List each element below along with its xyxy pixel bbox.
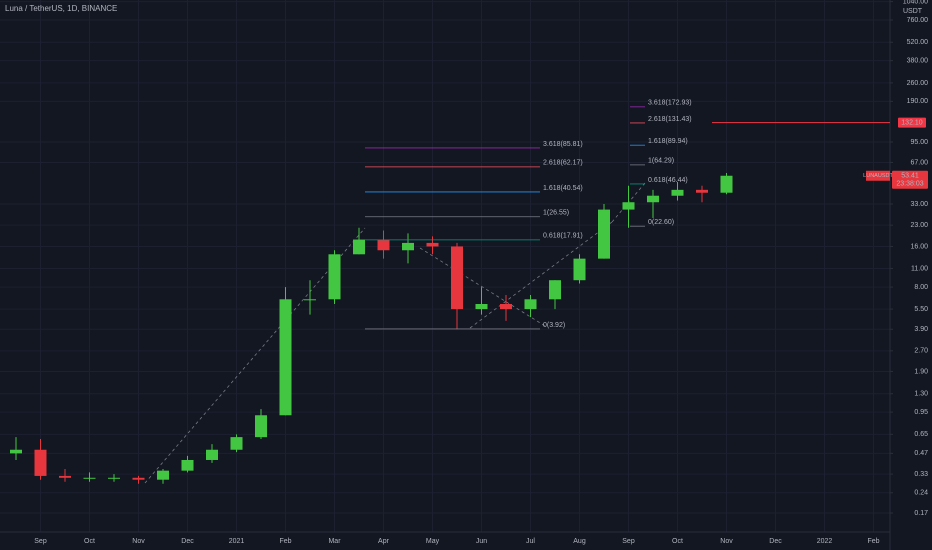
candle-body xyxy=(647,195,659,203)
candle-body xyxy=(598,209,610,259)
candle-body xyxy=(255,415,267,438)
x-tick-label: Jul xyxy=(526,538,535,545)
y-tick-label: 1040.00 xyxy=(903,0,928,5)
fib-label: 0.618(17.91) xyxy=(543,233,583,240)
y-tick-label: 11.00 xyxy=(911,265,928,272)
last-price-label: 53.41 xyxy=(901,173,919,180)
symbol-label: LUNAUSDT xyxy=(863,173,893,179)
x-tick-label: Jun xyxy=(476,538,487,545)
y-tick-label: 67.00 xyxy=(910,159,928,166)
y-tick-label: 16.00 xyxy=(910,243,928,250)
fib-label: 1(64.29) xyxy=(648,158,674,165)
y-tick-label: 33.00 xyxy=(910,201,928,208)
y-tick-label: 760.00 xyxy=(907,17,929,24)
x-tick-label: Aug xyxy=(573,538,586,545)
chart-title: Luna / TetherUS, 1D, BINANCE xyxy=(5,4,117,13)
price-tag-label: 132.10 xyxy=(901,119,923,126)
x-tick-label: Mar xyxy=(328,538,341,545)
y-tick-label: 2.70 xyxy=(914,348,928,355)
y-tick-label: 190.00 xyxy=(907,98,929,105)
y-tick-label: 1.30 xyxy=(914,391,928,398)
trend-line xyxy=(419,247,546,327)
candle-body xyxy=(377,239,390,251)
x-tick-label: 2021 xyxy=(229,538,245,545)
fib-label: 0(3.92) xyxy=(543,322,565,329)
candle-body xyxy=(549,280,561,300)
fib-label: 0(22.60) xyxy=(648,219,674,226)
y-tick-label: 260.00 xyxy=(907,80,929,87)
fib-label: 0.618(46.44) xyxy=(648,177,688,184)
currency-label: USDT xyxy=(903,8,923,15)
x-tick-label: Dec xyxy=(769,538,782,545)
fib-label: 1(26.55) xyxy=(543,210,569,217)
x-tick-label: Dec xyxy=(181,538,194,545)
fib-label: 2.618(62.17) xyxy=(543,160,583,167)
fib-label: 3.618(85.81) xyxy=(543,141,583,148)
candle-body xyxy=(181,459,194,471)
candle-body xyxy=(353,239,365,255)
x-tick-label: Feb xyxy=(279,538,291,545)
fib-label: 1.618(89.94) xyxy=(648,138,688,145)
fib-label: 2.618(131.43) xyxy=(648,116,692,123)
y-tick-label: 8.00 xyxy=(914,284,928,291)
y-tick-label: 520.00 xyxy=(907,39,929,46)
x-tick-label: Feb xyxy=(867,538,879,545)
candle-body xyxy=(426,242,439,247)
y-tick-label: 0.33 xyxy=(914,471,928,478)
candle-body xyxy=(573,258,586,281)
candle-body xyxy=(696,189,708,193)
y-tick-label: 0.17 xyxy=(914,510,928,517)
candle-body xyxy=(622,202,635,210)
y-tick-label: 5.50 xyxy=(914,306,928,313)
x-tick-label: 2022 xyxy=(817,538,833,545)
x-tick-label: Sep xyxy=(622,538,635,545)
candle-body xyxy=(206,449,218,460)
candle-body xyxy=(524,299,537,310)
y-tick-label: 0.65 xyxy=(914,431,928,438)
y-tick-label: 0.47 xyxy=(914,450,928,457)
candle-body xyxy=(132,477,145,480)
fib-label: 3.618(172.93) xyxy=(648,100,692,107)
y-tick-label: 3.90 xyxy=(914,326,928,333)
candle-body xyxy=(279,299,292,416)
candle-body xyxy=(402,242,414,251)
candle-body xyxy=(500,303,512,310)
candle-body xyxy=(671,189,684,196)
y-tick-label: 380.00 xyxy=(907,58,929,65)
x-tick-label: Sep xyxy=(34,538,47,545)
candle-body xyxy=(10,449,22,454)
y-tick-label: 0.95 xyxy=(914,409,928,416)
trend-line xyxy=(144,227,366,484)
x-tick-label: May xyxy=(426,538,440,545)
candle-body xyxy=(475,303,488,310)
candle-body xyxy=(157,470,169,480)
price-tag xyxy=(898,117,926,128)
candle-body xyxy=(59,475,71,478)
candle-body xyxy=(451,246,463,310)
grid xyxy=(0,0,890,532)
candle-body xyxy=(108,477,120,479)
countdown-label: 23:38:03 xyxy=(896,181,923,188)
y-tick-label: 95.00 xyxy=(910,139,928,146)
candle-body xyxy=(34,449,47,476)
symbol-tag xyxy=(866,170,890,181)
y-tick-label: 1.90 xyxy=(914,368,928,375)
candle-body xyxy=(304,299,316,301)
fib-label: 1.618(40.54) xyxy=(543,185,583,192)
candle-body xyxy=(83,477,96,479)
last-price-tag xyxy=(892,170,928,189)
x-tick-label: Oct xyxy=(672,538,683,545)
candle-body xyxy=(328,254,341,300)
x-tick-label: Oct xyxy=(84,538,95,545)
y-tick-label: 23.00 xyxy=(910,222,928,229)
x-tick-label: Apr xyxy=(378,538,390,545)
x-tick-label: Nov xyxy=(132,538,145,545)
y-tick-label: 0.24 xyxy=(914,490,928,497)
candle-body xyxy=(230,437,243,450)
x-tick-label: Nov xyxy=(720,538,733,545)
candle-body xyxy=(720,175,733,193)
